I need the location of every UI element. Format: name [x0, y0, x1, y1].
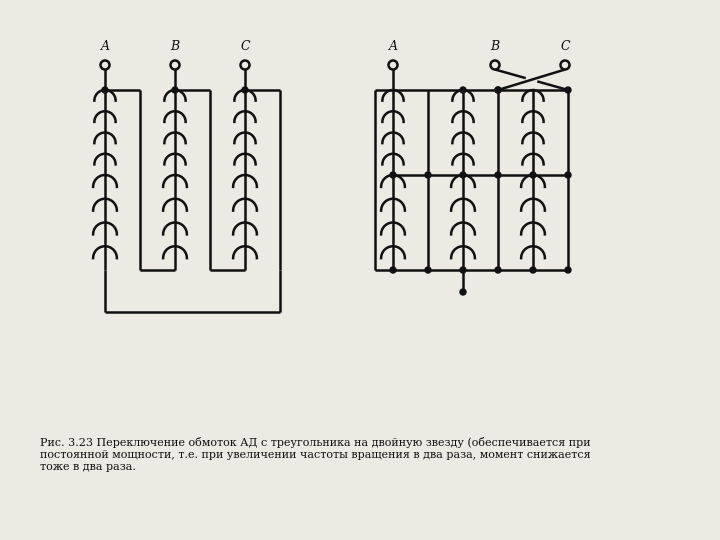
Text: C: C: [560, 40, 570, 53]
Text: B: B: [490, 40, 500, 53]
Circle shape: [101, 60, 109, 70]
Circle shape: [425, 267, 431, 273]
Text: A: A: [101, 40, 109, 53]
Circle shape: [425, 172, 431, 178]
Circle shape: [565, 267, 571, 273]
Circle shape: [242, 87, 248, 93]
Circle shape: [495, 87, 501, 93]
Circle shape: [389, 60, 397, 70]
Circle shape: [460, 172, 466, 178]
Circle shape: [171, 60, 179, 70]
Circle shape: [495, 267, 501, 273]
Circle shape: [172, 87, 178, 93]
Text: B: B: [171, 40, 179, 53]
Circle shape: [240, 60, 250, 70]
Circle shape: [460, 267, 466, 273]
Text: C: C: [240, 40, 250, 53]
Circle shape: [560, 60, 570, 70]
Text: Рис. 3.23 Переключение обмоток АД с треугольника на двойную звезду (обеспечивает: Рис. 3.23 Переключение обмоток АД с треу…: [40, 437, 590, 471]
Circle shape: [390, 172, 396, 178]
Circle shape: [102, 87, 108, 93]
Circle shape: [460, 289, 466, 295]
Circle shape: [565, 172, 571, 178]
Circle shape: [530, 172, 536, 178]
Circle shape: [495, 172, 501, 178]
Circle shape: [565, 87, 571, 93]
Text: A: A: [389, 40, 397, 53]
Circle shape: [495, 87, 501, 93]
Circle shape: [390, 267, 396, 273]
Circle shape: [460, 87, 466, 93]
Circle shape: [530, 267, 536, 273]
Circle shape: [490, 60, 500, 70]
